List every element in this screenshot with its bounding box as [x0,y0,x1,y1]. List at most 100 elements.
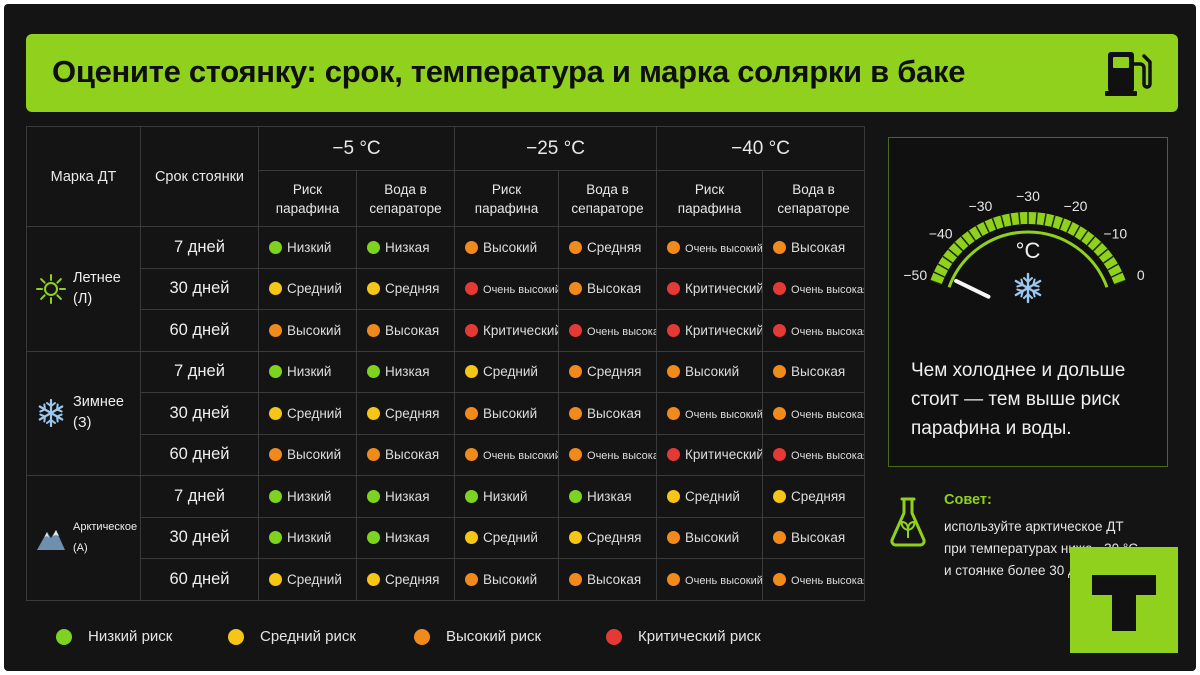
gauge-tick [937,263,949,271]
risk-dot-low [465,489,479,503]
risk-cell: Критический [454,309,560,352]
risk-cell: Очень высокий [656,226,764,269]
gauge-needle [954,278,991,299]
parking-term: 7 дней [140,226,259,269]
legend-dot-high [414,628,430,645]
risk-dot-high [773,240,787,254]
risk-label: Очень высокий [685,574,763,587]
risk-cell: Очень высокая [762,433,866,476]
risk-label: Средний [483,530,538,546]
risk-dot-low [269,489,282,503]
risk-dot-critical [773,282,787,296]
risk-dot-medium [269,406,282,420]
risk-cell: Высокая [762,350,866,393]
risk-dot-critical [667,282,681,296]
risk-cell: Очень высокий [454,433,560,476]
risk-label: Высокая [791,239,846,255]
gauge-tick-label: −30 [1016,188,1040,204]
risk-cell: Очень высокая [762,267,866,310]
risk-label: Высокий [483,239,538,255]
risk-dot-high [667,572,681,586]
risk-label: Высокая [385,447,440,463]
parking-term: 60 дней [140,309,259,352]
brand-cell: Арктическое (А) [26,475,141,601]
risk-dot-high [569,282,583,296]
risk-dot-high [667,531,681,545]
risk-label: Очень высокий [483,450,559,463]
risk-dot-medium [773,489,787,503]
risk-cell: Средняя [558,350,658,393]
brand-cell: Летнее (Л) [26,226,141,352]
risk-dot-critical [465,282,479,296]
risk-label: Средняя [385,405,440,421]
risk-cell: Низкая [355,226,456,269]
risk-dot-medium [465,531,479,545]
gauge-tick [1043,213,1047,226]
risk-label: Высокая [791,530,846,546]
risk-dot-high [773,406,787,420]
risk-cell: Низкая [355,516,456,559]
snowflake-icon [1014,272,1042,304]
gauge-tick-label: −20 [1064,198,1088,214]
gauge-tick [1092,241,1103,252]
risk-dot-low [269,240,282,254]
snowflake-icon [38,399,64,428]
risk-label: Средняя [385,281,440,297]
gauge-tick [953,241,964,252]
table-row: Зимнее (З) 7 дней Низкий Низкая Средний Средн… [26,350,866,476]
legend: Низкий риск Средний риск Высокий риск Крити… [56,628,786,645]
mountain-icon [37,529,65,550]
gauge-tick [1080,230,1089,242]
flask-icon [890,497,926,547]
gauge-tick-label: −30 [969,198,993,214]
risk-cell: Средний [258,392,357,435]
risk-dot-high [667,240,681,254]
gauge-unit: °C [1016,238,1041,263]
fuel-pump-icon [1105,52,1152,96]
risk-cell: Высокая [558,267,658,310]
risk-cell: Средний [454,350,560,393]
risk-cell: Очень высокий [656,392,764,435]
risk-label: Критический [685,322,763,338]
risk-dot-high [569,572,583,586]
gauge-tick-label: −40 [929,226,953,242]
risk-cell: Высокая [762,226,866,269]
gauge-tick [947,248,959,258]
risk-label: Низкая [385,488,430,504]
brand-name: Зимнее (З) [73,394,124,432]
subheader-water-separator: Вода в сепараторе [558,170,658,227]
risk-table-wrapper: Марка ДТ Срок стоянки −5 °C −25 °C −40 °… [26,126,866,601]
legend-label: Высокий риск [446,628,542,645]
risk-dot-critical [773,323,787,337]
risk-dot-high [667,406,681,420]
risk-dot-high [773,365,787,379]
risk-dot-low [269,531,282,545]
risk-label: Высокий [685,364,740,380]
risk-cell: Высокая [355,433,456,476]
gauge-tick [1058,218,1065,230]
table-row: 30 дней Средний Средняя Высокий Высокая Очень… [27,392,866,435]
parking-term: 30 дней [140,392,259,435]
risk-cell: Высокий [258,309,357,352]
header-temp-minus40: −40 °C [656,126,866,171]
risk-table: Марка ДТ Срок стоянки −5 °C −25 °C −40 °… [26,126,866,601]
risk-cell: Средний [258,267,357,310]
risk-label: Средний [685,488,740,504]
subheader-water-separator: Вода в сепараторе [355,170,456,227]
risk-dot-high [465,240,479,254]
risk-cell: Очень высокая [558,433,658,476]
brand-logo [1070,547,1178,653]
risk-cell: Средний [656,475,764,518]
legend-item: Низкий риск [56,628,228,645]
t-logo-icon [1092,575,1156,631]
risk-dot-medium [465,365,479,379]
risk-label: Низкая [385,239,430,255]
risk-label: Низкий [287,530,332,546]
title-banner: Оцените стоянку: срок, температура и мар… [26,34,1178,112]
gauge-tick [967,230,976,242]
table-row: 60 дней Высокий Высокая Критический Очень вы… [27,309,866,352]
risk-label: Низкий [483,488,528,504]
gauge-tick [930,279,942,286]
risk-dot-high [569,240,583,254]
risk-cell: Высокий [656,516,764,559]
